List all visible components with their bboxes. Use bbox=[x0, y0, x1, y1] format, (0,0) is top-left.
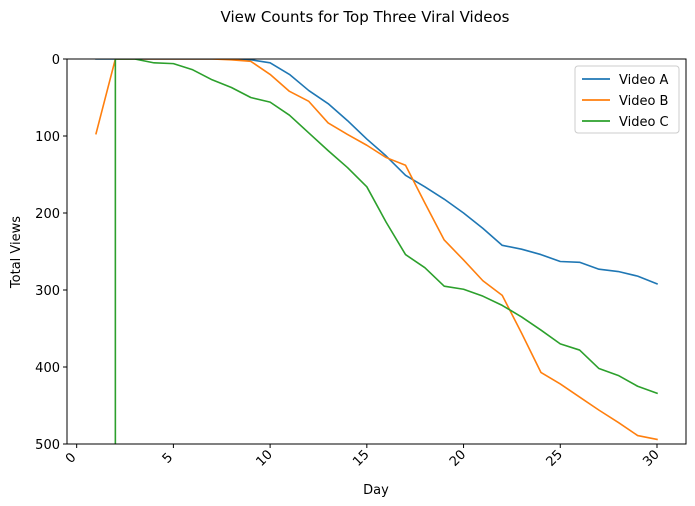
x-axis-label: Day bbox=[363, 483, 389, 498]
x-tick-label: 15 bbox=[350, 447, 372, 469]
y-tick-label: 0 bbox=[52, 53, 60, 68]
y-axis: 0 100 200 300 400 500 bbox=[35, 53, 67, 453]
series-line-video-c bbox=[114, 59, 659, 444]
legend-label-video-a: Video A bbox=[619, 73, 669, 88]
y-tick-label: 100 bbox=[35, 130, 60, 145]
y-axis-label: Total Views bbox=[9, 216, 24, 289]
legend-label-video-c: Video C bbox=[619, 115, 669, 130]
plot-frame bbox=[66, 58, 687, 445]
x-tick-label: 25 bbox=[544, 447, 566, 469]
legend: Video A Video B Video C bbox=[574, 65, 680, 134]
series-line-video-b bbox=[95, 59, 658, 441]
legend-label-video-b: Video B bbox=[619, 94, 668, 109]
y-tick-label: 300 bbox=[35, 284, 60, 299]
y-tick-label: 400 bbox=[35, 361, 60, 376]
legend-box bbox=[574, 65, 680, 134]
y-tick-label: 200 bbox=[35, 207, 60, 222]
x-tick-label: 5 bbox=[160, 450, 176, 466]
chart-title: View Counts for Top Three Viral Videos bbox=[221, 8, 510, 26]
x-tick-label: 30 bbox=[640, 447, 662, 469]
series-line-video-a bbox=[95, 59, 659, 285]
x-tick-label: 10 bbox=[253, 447, 275, 469]
x-axis: 0 5 10 15 20 25 30 bbox=[63, 444, 663, 470]
x-tick-label: 0 bbox=[63, 450, 79, 466]
series-layer bbox=[95, 59, 659, 444]
y-tick-label: 500 bbox=[35, 438, 60, 453]
x-tick-label: 20 bbox=[447, 447, 469, 469]
